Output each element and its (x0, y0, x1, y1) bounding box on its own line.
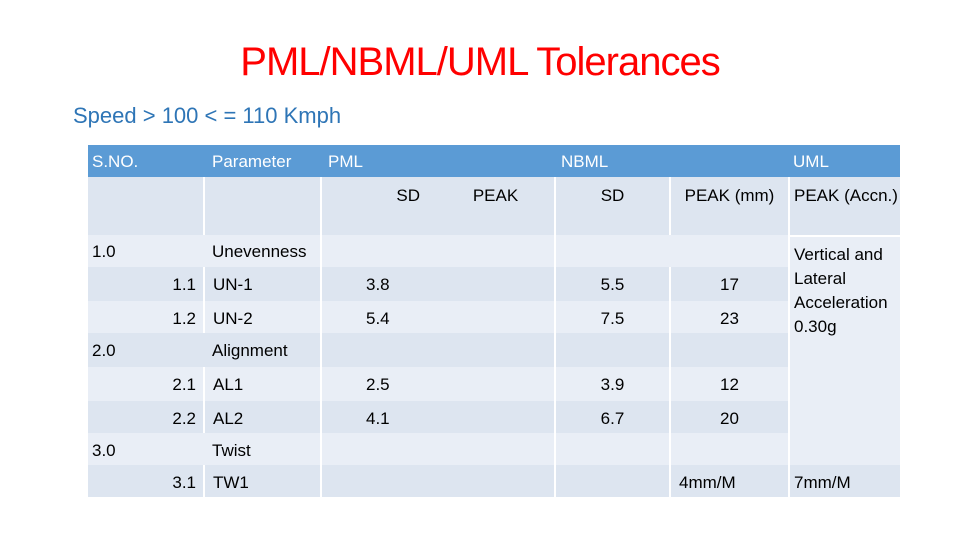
row-sno: 1.1 (88, 267, 203, 301)
section-parameter: Twist (203, 433, 320, 465)
subheader-parameter (203, 177, 320, 235)
section-pml (320, 333, 554, 367)
subheader-uml-peak: PEAK (Accn.) (788, 177, 900, 235)
row-uml-peak: 7mm/M (788, 465, 900, 497)
header-pml: PML (320, 145, 554, 177)
section-parameter: Alignment (203, 333, 320, 367)
subheader-pml-sd: SD (320, 177, 437, 235)
header-nbml: NBML (554, 145, 788, 177)
slide-subtitle: Speed > 100 < = 110 Kmph (73, 103, 342, 128)
header-uml: UML (788, 145, 900, 177)
row-pml-peak (437, 267, 554, 301)
section-nbml-sd (554, 433, 669, 465)
row-pml-sd: 2.5 (320, 367, 437, 401)
row-parameter: TW1 (203, 465, 320, 497)
row-parameter: UN-1 (203, 267, 320, 301)
row-nbml-peak: 20 (669, 401, 788, 433)
row-nbml-sd: 5.5 (554, 267, 669, 301)
section-sno: 3.0 (88, 433, 203, 465)
header-parameter: Parameter (203, 145, 320, 177)
section-sno: 1.0 (88, 235, 203, 267)
row-pml-peak (437, 401, 554, 433)
row-pml-peak (437, 367, 554, 401)
section-nbml-peak (669, 333, 788, 367)
subheader-nbml-sd: SD (554, 177, 669, 235)
section-uml (788, 433, 900, 465)
section-pml (320, 235, 554, 267)
subheader-nbml-peak: PEAK (mm) (669, 177, 788, 235)
subheader-sno (88, 177, 203, 235)
row-pml-sd: 5.4 (320, 301, 437, 333)
row-sno: 2.1 (88, 367, 203, 401)
section-nbml-peak (669, 433, 788, 465)
row-sno: 3.1 (88, 465, 203, 497)
row-nbml-peak: 23 (669, 301, 788, 333)
section-nbml (554, 235, 788, 267)
section-nbml-sd (554, 333, 669, 367)
header-sno: S.NO. (88, 145, 203, 177)
section-parameter: Unevenness (203, 235, 320, 267)
section-sno: 2.0 (88, 333, 203, 367)
row-parameter: AL2 (203, 401, 320, 433)
row-nbml-peak: 12 (669, 367, 788, 401)
row-pml-sd: 4.1 (320, 401, 437, 433)
row-sno: 1.2 (88, 301, 203, 333)
section-pml (320, 433, 554, 465)
row-parameter: UN-2 (203, 301, 320, 333)
subheader-pml-peak: PEAK (437, 177, 554, 235)
row-nbml-sd: 3.9 (554, 367, 669, 401)
row-nbml-peak: 4mm/M (669, 465, 788, 497)
row-parameter: AL1 (203, 367, 320, 401)
row-nbml-sd: 7.5 (554, 301, 669, 333)
row-pml (320, 465, 554, 497)
uml-note: Vertical and Lateral Acceleration 0.30g (788, 235, 900, 433)
row-nbml-sd (554, 465, 669, 497)
row-nbml-peak: 17 (669, 267, 788, 301)
row-nbml-sd: 6.7 (554, 401, 669, 433)
row-pml-sd: 3.8 (320, 267, 437, 301)
row-sno: 2.2 (88, 401, 203, 433)
slide-title: PML/NBML/UML Tolerances (240, 40, 720, 84)
row-pml-peak (437, 301, 554, 333)
